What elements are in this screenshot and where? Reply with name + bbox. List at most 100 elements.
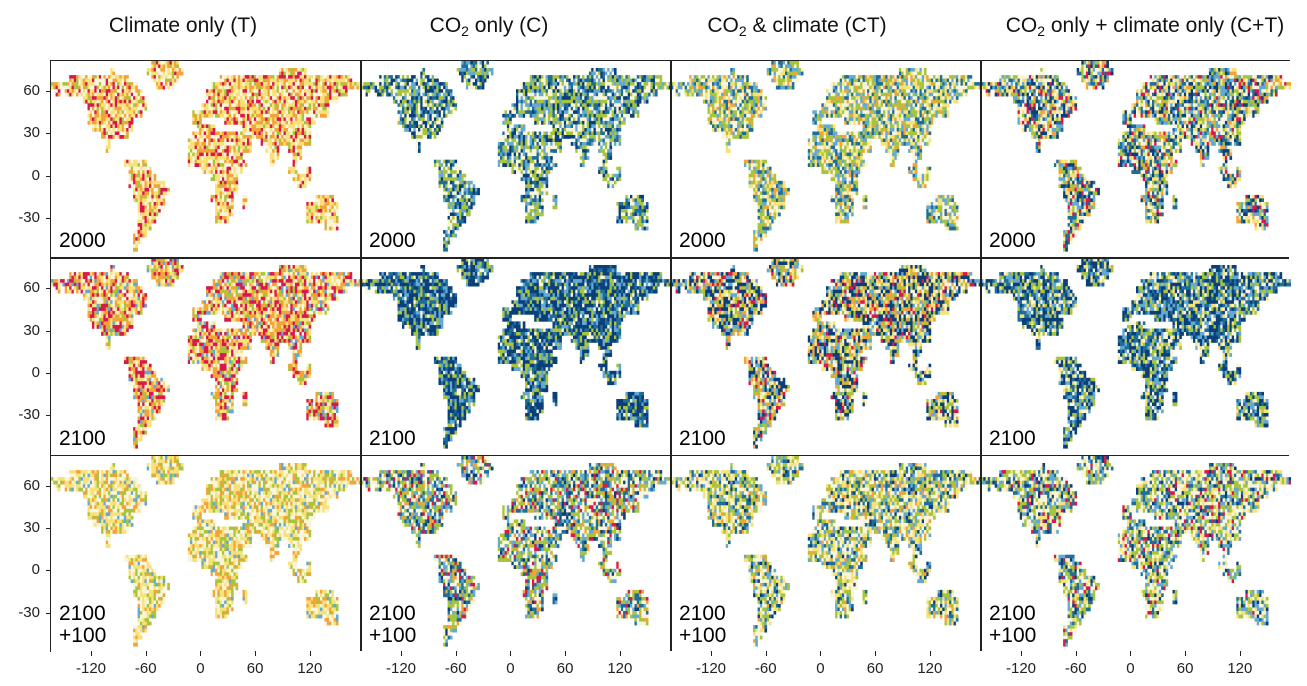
grid-cell (276, 131, 280, 136)
grid-cell (219, 216, 223, 220)
grid-cell (267, 110, 271, 115)
grid-cell (584, 124, 587, 129)
grid-cell (395, 85, 398, 90)
grid-cell (313, 99, 316, 104)
grid-cell (322, 194, 325, 199)
grid-cell (611, 120, 615, 125)
grid-cell (609, 180, 613, 185)
grid-cell (304, 96, 307, 100)
grid-cell (137, 233, 141, 238)
grid-cell (96, 96, 100, 100)
grid-cell (196, 156, 200, 160)
grid-cell (123, 96, 127, 100)
grid-cell (142, 212, 145, 217)
grid-cell (244, 128, 248, 132)
grid-cell (602, 173, 606, 178)
grid-cell (290, 78, 293, 83)
grid-cell (158, 198, 161, 203)
grid-cell (153, 219, 157, 224)
grid-cell (534, 159, 537, 164)
grid-cell (561, 75, 565, 79)
grid-cell (614, 71, 617, 76)
grid-cell (468, 68, 471, 72)
grid-cell (160, 85, 163, 90)
grid-cell (278, 103, 282, 108)
grid-cell (187, 145, 191, 150)
grid-cell (301, 110, 305, 115)
grid-cell (463, 198, 467, 203)
grid-cell (447, 92, 451, 97)
grid-cell (573, 106, 576, 111)
grid-cell (144, 191, 148, 196)
grid-cell (299, 135, 303, 139)
grid-cell (529, 99, 533, 104)
map-panel: 2000 (51, 61, 361, 259)
grid-cell (306, 142, 309, 146)
grid-cell (308, 138, 312, 143)
grid-cell (135, 82, 138, 86)
grid-cell (440, 89, 444, 93)
grid-cell (518, 135, 521, 139)
grid-cell (249, 131, 252, 136)
grid-cell (251, 78, 255, 83)
grid-cell (265, 120, 268, 125)
grid-cell (308, 135, 312, 139)
grid-cell (550, 110, 553, 115)
grid-cell (126, 135, 129, 139)
grid-cell (308, 85, 312, 90)
grid-cell (575, 117, 578, 122)
grid-cell (532, 99, 535, 104)
grid-cell (429, 106, 432, 111)
grid-cell (509, 135, 512, 139)
grid-cell (176, 78, 179, 83)
grid-cell (598, 117, 601, 122)
grid-cell (151, 191, 154, 196)
grid-cell (591, 142, 594, 146)
grid-cell (438, 177, 442, 182)
grid-cell (347, 82, 350, 86)
grid-cell (413, 120, 416, 125)
grid-cell (575, 99, 578, 104)
grid-cell (55, 85, 59, 90)
y-tick-label: 0 (0, 561, 40, 578)
grid-cell (294, 78, 298, 83)
grid-cell (618, 82, 622, 86)
grid-cell (87, 96, 91, 100)
grid-cell (260, 131, 264, 136)
grid-cell (595, 92, 599, 97)
grid-cell (420, 135, 423, 139)
grid-cell (306, 205, 309, 210)
grid-cell (324, 113, 328, 118)
grid-cell (616, 89, 619, 93)
grid-cell (611, 89, 615, 93)
grid-cell (117, 85, 120, 90)
grid-cell (174, 71, 177, 76)
grid-cell (547, 99, 551, 104)
grid-cell (142, 205, 145, 210)
grid-cell (101, 75, 104, 79)
grid-cell (224, 142, 227, 146)
grid-cell (636, 78, 640, 83)
grid-cell (623, 92, 626, 97)
grid-cell (570, 82, 574, 86)
grid-cell (133, 240, 136, 245)
grid-cell (222, 191, 225, 196)
grid-cell (244, 106, 248, 111)
grid-cell (459, 180, 462, 185)
grid-cell (98, 128, 102, 132)
grid-cell (550, 89, 553, 93)
grid-cell (636, 82, 640, 86)
grid-cell (586, 99, 590, 104)
grid-cell (217, 205, 220, 210)
grid-cell (611, 96, 615, 100)
grid-cell (251, 96, 255, 100)
grid-cell (308, 113, 312, 118)
grid-cell (611, 71, 615, 76)
grid-cell (249, 135, 252, 139)
grid-cell (545, 170, 549, 174)
grid-cell (584, 156, 587, 160)
grid-cell (292, 170, 296, 174)
grid-cell (418, 138, 421, 143)
grid-cell (433, 99, 437, 104)
grid-cell (771, 64, 774, 69)
